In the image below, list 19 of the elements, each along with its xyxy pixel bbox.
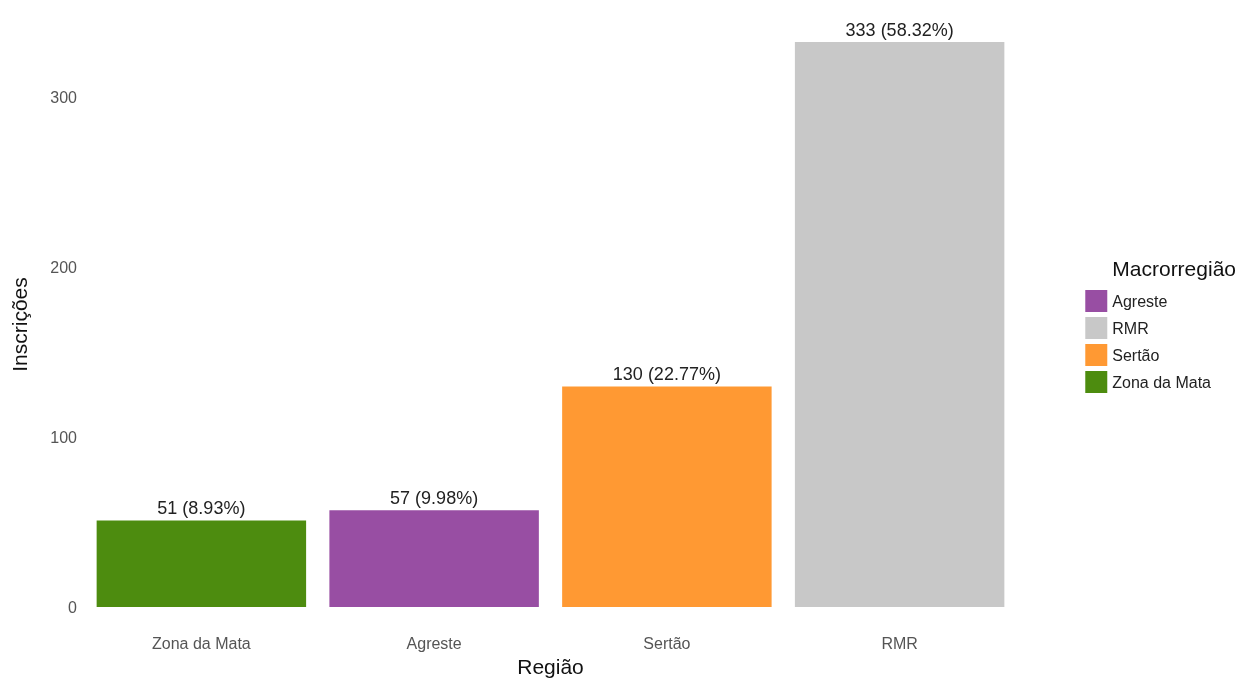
x-tick-label: Zona da Mata [152, 634, 251, 652]
legend-label: Agreste [1112, 292, 1168, 310]
legend-title: Macrorregião [1112, 257, 1237, 280]
legend-label: RMR [1112, 319, 1149, 337]
x-tick-label: RMR [881, 634, 918, 652]
x-tick-label: Agreste [406, 634, 462, 652]
data-label: 57 (9.98%) [390, 488, 479, 509]
legend-label: Sertão [1112, 346, 1160, 364]
data-label: 130 (22.77%) [612, 364, 721, 385]
x-axis-title: Região [517, 654, 584, 678]
data-label: 333 (58.32%) [845, 20, 954, 40]
data-label: 51 (8.93%) [157, 498, 246, 519]
y-tick-label: 200 [50, 259, 78, 277]
x-tick-label: Sertão [643, 634, 691, 652]
y-axis-title: Inscrições [8, 277, 31, 372]
y-tick-label: 100 [50, 428, 78, 446]
legend-label: Zona da Mata [1112, 373, 1212, 391]
y-tick-label: 300 [50, 89, 78, 107]
y-tick-label: 0 [68, 598, 78, 616]
